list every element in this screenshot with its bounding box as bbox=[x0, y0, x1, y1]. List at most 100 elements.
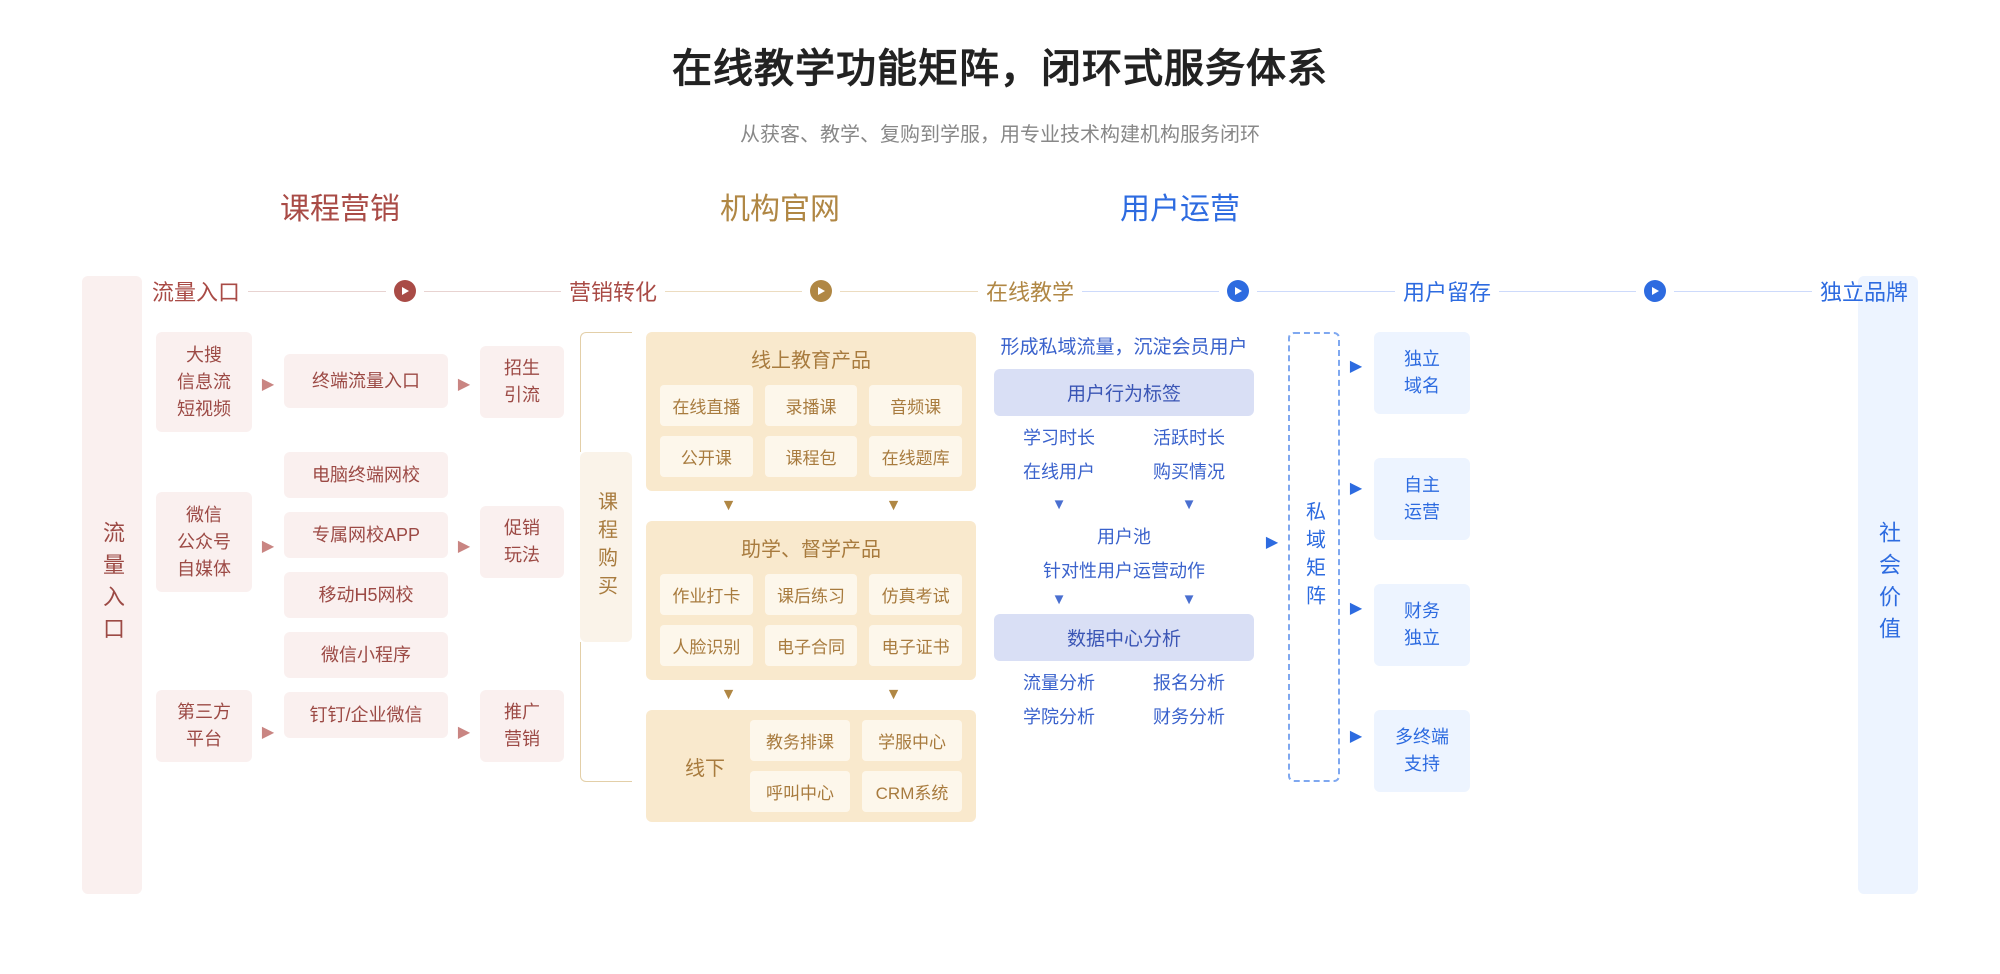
blue-pool-title: 用户池 bbox=[994, 519, 1254, 553]
arrow-down-row bbox=[994, 492, 1254, 519]
blue-tag: 在线用户 bbox=[1023, 458, 1095, 484]
pillar-left: 流量入口 bbox=[82, 276, 142, 894]
source-3: 第三方 平台 bbox=[156, 690, 252, 762]
stage-5: 独立品牌 bbox=[1820, 275, 1908, 307]
col-brand: 独立 域名 自主 运营 财务 独立 多终端 支持 bbox=[1374, 332, 1470, 894]
gold-pill: 课后练习 bbox=[765, 574, 858, 615]
gold-group-2: 助学、督学产品 作业打卡 课后练习 仿真考试 人脸识别 电子合同 电子证书 bbox=[646, 521, 976, 680]
stage-line bbox=[1257, 291, 1394, 292]
gold-group-1-title: 线上教育产品 bbox=[660, 344, 962, 373]
gold-pill: 电子证书 bbox=[869, 625, 962, 666]
col-converts: 招生 引流 促销 玩法 推广 营销 bbox=[480, 332, 564, 894]
arrow-right-icon bbox=[452, 374, 476, 394]
diagram-body: 大搜 信息流 短视频 微信 公众号 自媒体 第三方 平台 终端流量入口 电脑终端… bbox=[152, 332, 1908, 894]
dashed-label: 私域矩阵 bbox=[1300, 501, 1329, 613]
arrow-down-icon bbox=[886, 497, 902, 515]
gold-pill: 电子合同 bbox=[765, 625, 858, 666]
gold-pill: 教务排课 bbox=[750, 720, 850, 761]
blue-band-1: 用户行为标签 bbox=[994, 369, 1254, 416]
col-channels: 终端流量入口 电脑终端网校 专属网校APP 移动H5网校 微信小程序 钉钉/企业… bbox=[284, 332, 448, 894]
gold-pill: 录播课 bbox=[765, 385, 858, 426]
gold-pill: 呼叫中心 bbox=[750, 771, 850, 812]
pillar-left-label: 流量入口 bbox=[96, 521, 128, 649]
arrow-right-icon bbox=[452, 722, 476, 742]
gold-group-1: 线上教育产品 在线直播 录播课 音频课 公开课 课程包 在线题库 bbox=[646, 332, 976, 491]
arrow-col-4 bbox=[1344, 332, 1368, 894]
arrow-right-icon bbox=[452, 536, 476, 556]
convert-3: 推广 营销 bbox=[480, 690, 564, 762]
channel-5: 钉钉/企业微信 bbox=[284, 692, 448, 738]
arrow-down-row bbox=[646, 680, 976, 710]
blue-tag: 购买情况 bbox=[1153, 458, 1225, 484]
arrow-col-1 bbox=[256, 332, 280, 894]
arrow-down-icon bbox=[886, 686, 902, 704]
arrow-right-icon bbox=[256, 374, 280, 394]
channel-4: 微信小程序 bbox=[284, 632, 448, 678]
arrow-down-row bbox=[646, 491, 976, 521]
arrow-right-icon bbox=[1344, 726, 1368, 746]
page-title: 在线教学功能矩阵，闭环式服务体系 bbox=[0, 0, 2000, 94]
blue-tag: 财务分析 bbox=[1153, 703, 1225, 729]
arrow-down-row bbox=[994, 587, 1254, 614]
blue-analysis-row-1: 流量分析 报名分析 bbox=[994, 661, 1254, 703]
stage-1: 流量入口 bbox=[152, 275, 240, 307]
blue-note: 形成私域流量，沉淀会员用户 bbox=[994, 332, 1254, 359]
source-1: 大搜 信息流 短视频 bbox=[156, 332, 252, 432]
page-subtitle: 从获客、教学、复购到学服，用专业技术构建机构服务闭环 bbox=[0, 118, 2000, 147]
arrow-right-icon bbox=[1344, 356, 1368, 376]
arrow-right-icon bbox=[1344, 478, 1368, 498]
blue-tag: 学习时长 bbox=[1023, 424, 1095, 450]
blue-analysis-row-2: 学院分析 财务分析 bbox=[994, 703, 1254, 737]
stage-line bbox=[424, 291, 561, 292]
stage-line bbox=[1082, 291, 1219, 292]
blue-tag: 学院分析 bbox=[1023, 703, 1095, 729]
arrow-down-icon bbox=[1052, 591, 1067, 608]
play-icon bbox=[394, 280, 416, 302]
gold-pill: 人脸识别 bbox=[660, 625, 753, 666]
arrow-down-icon bbox=[721, 686, 737, 704]
brand-pill-2: 自主 运营 bbox=[1374, 458, 1470, 540]
brand-pill-1: 独立 域名 bbox=[1374, 332, 1470, 414]
arrow-right-icon bbox=[1260, 532, 1284, 552]
channel-2: 专属网校APP bbox=[284, 512, 448, 558]
gold-pill: 学服中心 bbox=[862, 720, 962, 761]
channel-3: 移动H5网校 bbox=[284, 572, 448, 618]
arrow-col-3 bbox=[1260, 332, 1284, 894]
gold-vertical: 课程购买 bbox=[580, 452, 632, 642]
convert-1: 招生 引流 bbox=[480, 346, 564, 418]
blue-tag: 活跃时长 bbox=[1153, 424, 1225, 450]
dashed-private-domain: 私域矩阵 bbox=[1288, 332, 1340, 782]
arrow-right-icon bbox=[1344, 598, 1368, 618]
gold-offline-label: 线下 bbox=[660, 752, 750, 781]
stage-4: 用户留存 bbox=[1403, 275, 1491, 307]
blue-band-2: 数据中心分析 bbox=[994, 614, 1254, 661]
stage-line bbox=[248, 291, 385, 292]
gold-pill: 公开课 bbox=[660, 436, 753, 477]
blue-tag: 流量分析 bbox=[1023, 669, 1095, 695]
stage-line bbox=[1499, 291, 1636, 292]
arrow-right-icon bbox=[256, 722, 280, 742]
stage-2: 营销转化 bbox=[569, 275, 657, 307]
gold-pill: 课程包 bbox=[765, 436, 858, 477]
blue-pool-sub: 针对性用户运营动作 bbox=[994, 553, 1254, 587]
gold-bracket-top bbox=[580, 332, 632, 452]
channel-top: 终端流量入口 bbox=[284, 354, 448, 408]
col-blue: 形成私域流量，沉淀会员用户 用户行为标签 学习时长 活跃时长 在线用户 购买情况… bbox=[994, 332, 1254, 894]
gold-pill: 音频课 bbox=[869, 385, 962, 426]
arrow-down-icon bbox=[1182, 496, 1197, 513]
gold-pill: 作业打卡 bbox=[660, 574, 753, 615]
gold-pill: 仿真考试 bbox=[869, 574, 962, 615]
convert-2: 促销 玩法 bbox=[480, 506, 564, 578]
gold-group-2-title: 助学、督学产品 bbox=[660, 533, 962, 562]
stage-row: 流量入口 营销转化 在线教学 用户留存 独立品牌 bbox=[152, 276, 1908, 306]
gold-pill: 在线题库 bbox=[869, 436, 962, 477]
gold-bracket-bottom bbox=[580, 642, 632, 782]
arrow-down-icon bbox=[721, 497, 737, 515]
arrow-right-icon bbox=[256, 536, 280, 556]
source-2: 微信 公众号 自媒体 bbox=[156, 492, 252, 592]
stage-line bbox=[840, 291, 977, 292]
gold-offline: 线下 教务排课 学服中心 呼叫中心 CRM系统 bbox=[646, 710, 976, 822]
arrow-down-icon bbox=[1052, 496, 1067, 513]
col-gold: 线上教育产品 在线直播 录播课 音频课 公开课 课程包 在线题库 助学、督学产品… bbox=[646, 332, 976, 894]
blue-tag: 报名分析 bbox=[1153, 669, 1225, 695]
